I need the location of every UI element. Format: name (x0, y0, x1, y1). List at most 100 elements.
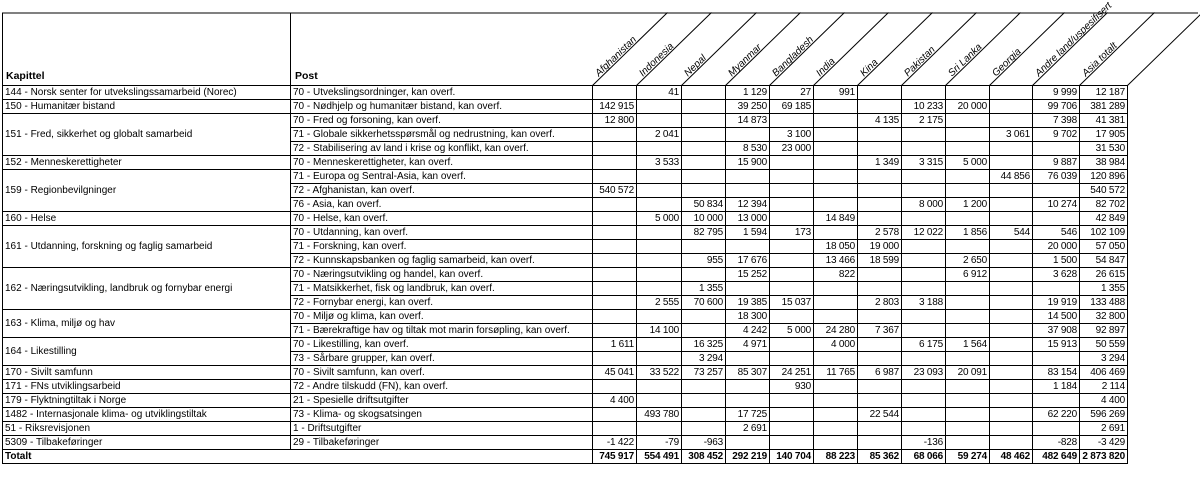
value-cell (813, 99, 858, 114)
value-cell: 41 381 (1079, 113, 1128, 128)
value-cell (592, 323, 637, 338)
kapittel-cell: 162 - Næringsutvikling, landbruk og forn… (2, 267, 291, 310)
post-cell: 70 - Næringsutvikling og handel, kan ove… (290, 267, 593, 282)
value-cell: 19 919 (1032, 295, 1080, 310)
value-cell: 70 600 (681, 295, 726, 310)
value-cell (592, 351, 637, 366)
value-cell: 62 220 (1032, 407, 1080, 422)
value-cell: 10 274 (1032, 197, 1080, 212)
kapittel-cell: 171 - FNs utviklingsarbeid (2, 379, 291, 394)
value-cell (592, 407, 637, 422)
value-cell (725, 169, 770, 184)
value-cell: 41 (636, 85, 682, 100)
diagonal-divider (725, 12, 801, 86)
post-cell: 70 - Helse, kan overf. (290, 211, 593, 226)
value-cell: 76 039 (1032, 169, 1080, 184)
value-cell (857, 309, 902, 324)
kapittel-column-header: Kapittel (6, 70, 45, 82)
value-cell (857, 435, 902, 450)
value-cell (857, 393, 902, 408)
value-cell: 2 650 (945, 253, 990, 268)
value-cell: 991 (813, 85, 858, 100)
value-cell (769, 393, 814, 408)
kapittel-cell: 51 - Riksrevisjonen (2, 421, 291, 436)
value-cell: 18 050 (813, 239, 858, 254)
value-cell: -963 (681, 435, 726, 450)
total-value-cell: 85 362 (857, 449, 902, 464)
value-cell: 4 242 (725, 323, 770, 338)
value-cell (592, 211, 637, 226)
value-cell: -1 422 (592, 435, 637, 450)
value-cell: 1 500 (1032, 253, 1080, 268)
value-cell (989, 407, 1033, 422)
value-cell (989, 183, 1033, 198)
value-cell (769, 309, 814, 324)
value-cell (989, 421, 1033, 436)
value-cell (901, 211, 946, 226)
total-value-cell: 140 704 (769, 449, 814, 464)
value-cell (813, 309, 858, 324)
value-cell: 69 185 (769, 99, 814, 114)
value-cell (592, 267, 637, 282)
value-cell: 381 289 (1079, 99, 1128, 114)
value-cell: 45 041 (592, 365, 637, 380)
value-cell (592, 421, 637, 436)
table-row: 160 - Helse 70 - Helse, kan overf. 5 000 10… (2, 211, 1128, 226)
value-cell (592, 281, 637, 296)
value-cell (681, 99, 726, 114)
value-cell: 37 908 (1032, 323, 1080, 338)
value-cell (945, 323, 990, 338)
value-cell: 102 109 (1079, 225, 1128, 240)
value-cell (857, 267, 902, 282)
value-cell (857, 379, 902, 394)
value-cell: 4 971 (725, 337, 770, 352)
total-label: Totalt (2, 449, 593, 464)
value-cell (636, 337, 682, 352)
value-cell: 1 856 (945, 225, 990, 240)
value-cell (725, 379, 770, 394)
value-cell: 546 (1032, 225, 1080, 240)
value-cell (725, 239, 770, 254)
value-cell: 32 800 (1079, 309, 1128, 324)
value-cell: 3 628 (1032, 267, 1080, 282)
value-cell (989, 435, 1033, 450)
value-cell: 15 037 (769, 295, 814, 310)
total-value-cell: 292 219 (725, 449, 770, 464)
value-cell: 930 (769, 379, 814, 394)
value-cell: 82 702 (1079, 197, 1128, 212)
value-cell (592, 141, 637, 156)
value-cell (901, 127, 946, 142)
value-cell (769, 253, 814, 268)
value-cell (1032, 141, 1080, 156)
post-cell: 76 - Asia, kan overf. (290, 197, 593, 212)
value-cell (945, 295, 990, 310)
post-cell: 73 - Sårbare grupper, kan overf. (290, 351, 593, 366)
total-value-cell: 2 873 820 (1079, 449, 1128, 464)
value-cell (592, 379, 637, 394)
table-row: 150 - Humanitær bistand 70 - Nødhjelp og … (2, 99, 1128, 114)
table-row: 164 - Likestilling 70 - Likestilling, kan… (2, 337, 1128, 366)
table-row: 161 - Utdanning, forskning og faglig sam… (2, 225, 1128, 268)
value-cell: 8 000 (901, 197, 946, 212)
value-cell (681, 183, 726, 198)
value-cell (636, 379, 682, 394)
value-cell (725, 281, 770, 296)
value-cell: 5 000 (945, 155, 990, 170)
post-cell: 73 - Klima- og skogsatsingen (290, 407, 593, 422)
value-cell (1032, 393, 1080, 408)
value-cell (592, 155, 637, 170)
value-cell (725, 351, 770, 366)
kapittel-cell: 152 - Menneskerettigheter (2, 155, 291, 170)
value-cell (945, 211, 990, 226)
value-cell: 17 905 (1079, 127, 1128, 142)
value-cell: 2 803 (857, 295, 902, 310)
table-row: 1482 - Internasjonale klima- og utviklin… (2, 407, 1128, 422)
value-cell (901, 141, 946, 156)
value-cell: -136 (901, 435, 946, 450)
value-cell (989, 267, 1033, 282)
total-value-cell: 554 491 (636, 449, 682, 464)
table-row: 163 - Klima, miljø og hav 70 - Miljø og k… (2, 309, 1128, 338)
value-cell (989, 337, 1033, 352)
kapittel-cell: 179 - Flyktningtiltak i Norge (2, 393, 291, 408)
value-cell (636, 239, 682, 254)
